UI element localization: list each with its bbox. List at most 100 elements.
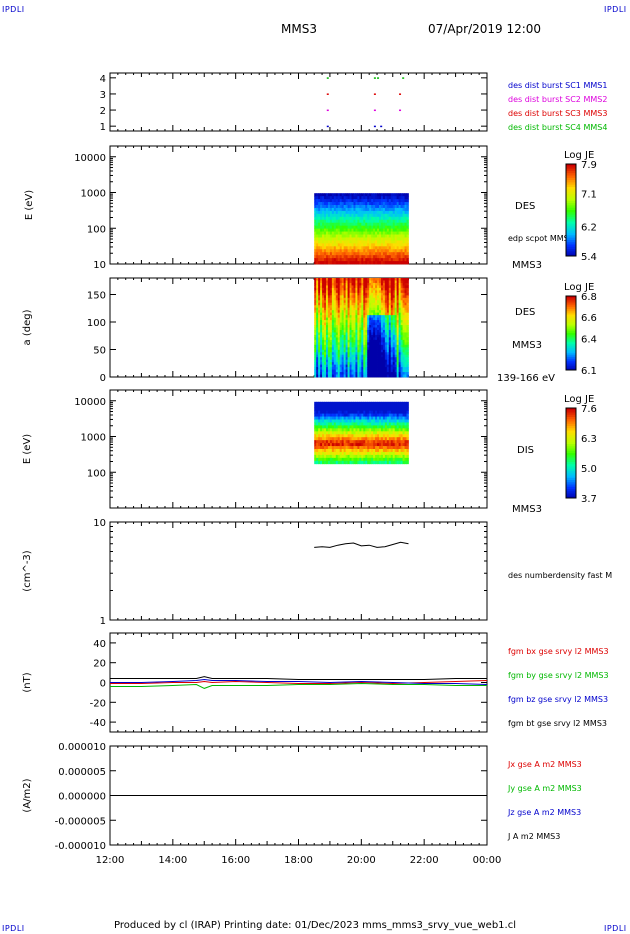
spectro-cell (390, 404, 394, 409)
spectro-cell (320, 454, 323, 459)
spectro-cell (390, 302, 394, 306)
spectro-cell (318, 451, 321, 456)
spectro-cell (386, 401, 390, 406)
spectro-cell (384, 216, 388, 221)
spectro-cell (339, 255, 343, 259)
spectro-cell (333, 344, 337, 348)
spectro-cell (371, 437, 374, 441)
spectro-cell (379, 342, 382, 346)
spectro-cell (353, 344, 356, 348)
spectro-cell (361, 297, 364, 301)
spectro-cell (355, 342, 358, 346)
spectro-cell (367, 367, 370, 370)
spectro-cell (324, 334, 327, 338)
spectro-cell (404, 362, 407, 366)
spectro-cell (390, 440, 394, 444)
spectro-cell (388, 205, 392, 209)
spectro-cell (363, 401, 366, 406)
spectro-cell (357, 349, 360, 353)
spectro-cell (339, 207, 343, 212)
spectro-cell (347, 425, 350, 429)
spectro-cell (341, 334, 345, 338)
spectro-cell (394, 460, 398, 465)
spectro-cell (359, 205, 362, 209)
spectro-cell (361, 337, 364, 341)
spectro-cell (396, 280, 400, 284)
spectro-cell (341, 404, 345, 409)
spectro-cell (359, 334, 362, 338)
spectro-cell (316, 237, 319, 241)
spectro-cell (353, 320, 356, 323)
spectro-cell (377, 243, 380, 247)
spectro-cell (394, 374, 398, 378)
y-tick-label: 1 (100, 616, 106, 627)
spectro-cell (406, 287, 409, 291)
spectro-cell (369, 199, 372, 203)
spectro-cell (347, 228, 350, 232)
spectro-cell (339, 322, 343, 326)
spectro-cell (369, 305, 372, 309)
spectro-cell (371, 440, 374, 444)
spectro-cell (377, 410, 380, 414)
spectro-cell (363, 425, 366, 429)
spectro-cell (329, 322, 333, 326)
spectro-cell (333, 437, 337, 441)
spectro-cell (390, 249, 394, 253)
spectro-cell (347, 416, 350, 420)
colorbar-swatch (566, 466, 576, 470)
spectro-cell (318, 287, 321, 291)
spectro-cell (404, 434, 407, 438)
spectro-cell (359, 315, 362, 318)
spectro-cell (394, 344, 398, 348)
spectro-cell (363, 440, 366, 444)
spectro-cell (318, 419, 321, 423)
spectro-cell (325, 374, 329, 378)
spectro-cell (402, 410, 405, 414)
spectro-cell (390, 416, 394, 420)
spectro-cell (314, 255, 317, 259)
spectro-cell (398, 410, 402, 414)
spectro-cell (406, 349, 409, 353)
spectro-cell (335, 329, 339, 333)
spectro-cell (361, 332, 364, 336)
spectro-cell (347, 431, 350, 435)
spectro-cell (406, 249, 409, 253)
spectro-cell (379, 369, 382, 373)
spectro-cell (335, 243, 339, 247)
spectro-cell (392, 425, 396, 429)
spectro-cell (369, 404, 372, 409)
spectro-cell (375, 422, 378, 426)
spectro-cell (386, 407, 390, 412)
spectro-cell (367, 231, 370, 235)
spectro-cell (367, 454, 370, 459)
spectro-cell (316, 322, 319, 326)
spectro-cell (324, 231, 327, 235)
spectro-cell (373, 339, 376, 343)
spectro-cell (333, 422, 337, 426)
spectro-cell (373, 213, 376, 218)
spectro-cell (353, 317, 356, 321)
spectro-cell (388, 300, 392, 304)
spectro-cell (361, 431, 364, 435)
spectro-cell (331, 454, 335, 459)
spectro-cell (322, 216, 325, 221)
spectro-cell (325, 460, 329, 465)
spectro-cell (355, 437, 358, 441)
spectro-cell (324, 431, 327, 435)
spectro-cell (369, 437, 372, 441)
spectro-cell (327, 413, 331, 417)
spectro-cell (318, 401, 321, 406)
spectro-cell (320, 428, 323, 432)
spectro-cell (363, 362, 366, 366)
spectro-cell (335, 446, 339, 450)
spectro-cell (392, 364, 396, 368)
spectro-cell (318, 193, 321, 197)
spectro-cell (343, 354, 347, 358)
colorbar-swatch (566, 480, 576, 483)
spectro-cell (398, 413, 402, 417)
spectro-cell (341, 460, 345, 465)
spectro-cell (331, 347, 335, 351)
spectro-cell (365, 410, 368, 414)
spectro-cell (371, 364, 374, 368)
spectro-cell (390, 364, 394, 368)
